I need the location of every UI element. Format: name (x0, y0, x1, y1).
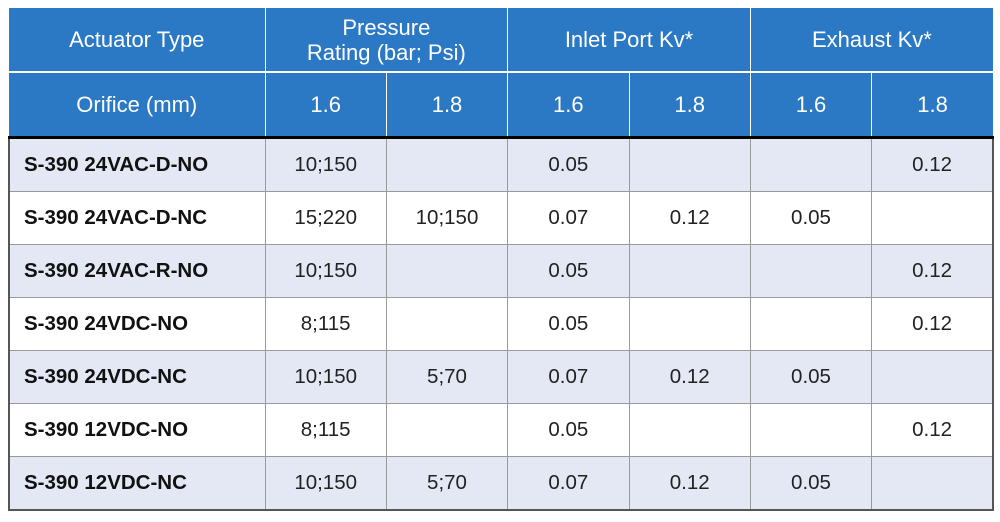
table-row: S-390 24VAC-D-NO 10;150 0.05 0.12 (8, 137, 995, 192)
header-row-groups: Actuator Type Pressure Rating (bar; Psi) … (9, 8, 993, 73)
table-cell (385, 297, 509, 351)
table-cell (749, 403, 873, 457)
table-cell (628, 297, 751, 351)
table-cell: 10;150 (264, 244, 387, 298)
table-cell: 0.05 (749, 350, 873, 404)
table-cell (628, 403, 751, 457)
table-cell: 0.07 (507, 350, 630, 404)
table-cell (749, 244, 873, 298)
header-size: 1.8 (628, 72, 751, 139)
table-cell: 8;115 (264, 297, 387, 351)
table-cell (749, 297, 873, 351)
row-name: S-390 12VDC-NO (8, 403, 266, 457)
header-pressure-line2: Rating (bar; Psi) (306, 39, 466, 65)
table-cell: 0.05 (749, 456, 873, 511)
table-cell (871, 191, 995, 245)
header-orifice: Orifice (mm) (9, 72, 266, 139)
table-cell: 8;115 (264, 403, 387, 457)
table-cell: 0.05 (507, 137, 630, 192)
table-row: S-390 24VDC-NO 8;115 0.05 0.12 (8, 297, 995, 351)
header-pressure-rating: Pressure Rating (bar; Psi) (264, 8, 509, 73)
row-name: S-390 24VAC-D-NC (8, 191, 266, 245)
table-cell (385, 137, 509, 192)
row-name: S-390 24VAC-D-NO (8, 137, 266, 192)
table-cell: 0.12 (628, 191, 751, 245)
table-cell: 0.12 (628, 350, 751, 404)
table-cell: 10;150 (385, 191, 509, 245)
table-row: S-390 12VDC-NC 10;150 5;70 0.07 0.12 0.0… (8, 456, 995, 511)
table-cell (871, 350, 995, 404)
table-cell: 5;70 (385, 350, 509, 404)
header-row-sizes: Orifice (mm) 1.6 1.8 1.6 1.8 1.6 1.8 (9, 72, 993, 139)
table-cell: 0.12 (871, 403, 995, 457)
table-cell: 0.05 (507, 403, 630, 457)
table-row: S-390 24VAC-R-NO 10;150 0.05 0.12 (8, 244, 995, 298)
table-cell: 10;150 (264, 350, 387, 404)
header-size: 1.6 (507, 72, 630, 139)
header-inlet-port: Inlet Port Kv* (507, 8, 751, 73)
row-name: S-390 24VDC-NC (8, 350, 266, 404)
table-cell (749, 137, 873, 192)
header-size: 1.6 (264, 72, 387, 139)
header-size: 1.8 (385, 72, 509, 139)
header-size: 1.8 (871, 72, 993, 139)
table-row: S-390 24VAC-D-NC 15;220 10;150 0.07 0.12… (8, 191, 995, 245)
table-cell (385, 244, 509, 298)
table-cell: 10;150 (264, 456, 387, 511)
table-cell: 10;150 (264, 137, 387, 192)
row-name: S-390 12VDC-NC (8, 456, 266, 511)
header-actuator-type: Actuator Type (9, 8, 266, 73)
spec-table-frame: Actuator Type Pressure Rating (bar; Psi) … (8, 8, 995, 516)
table-cell: 0.12 (871, 244, 995, 298)
table-row: S-390 24VDC-NC 10;150 5;70 0.07 0.12 0.0… (8, 350, 995, 404)
row-name: S-390 24VAC-R-NO (8, 244, 266, 298)
table-cell (628, 244, 751, 298)
header-exhaust: Exhaust Kv* (749, 8, 993, 73)
actuator-spec-table: Actuator Type Pressure Rating (bar; Psi) … (8, 8, 995, 511)
table-cell: 0.07 (507, 456, 630, 511)
table-cell: 0.12 (871, 137, 995, 192)
table-row: S-390 12VDC-NO 8;115 0.05 0.12 (8, 403, 995, 457)
table-cell: 5;70 (385, 456, 509, 511)
table-cell: 0.05 (507, 244, 630, 298)
table-cell: 0.07 (507, 191, 630, 245)
table-cell: 0.12 (628, 456, 751, 511)
row-name: S-390 24VDC-NO (8, 297, 266, 351)
table-cell: 15;220 (264, 191, 387, 245)
table-cell (628, 137, 751, 192)
table-cell (385, 403, 509, 457)
table-cell: 0.05 (749, 191, 873, 245)
header-pressure-line1: Pressure (342, 14, 431, 40)
header-size: 1.6 (749, 72, 873, 139)
table-cell (871, 456, 995, 511)
table-cell: 0.12 (871, 297, 995, 351)
table-cell: 0.05 (507, 297, 630, 351)
